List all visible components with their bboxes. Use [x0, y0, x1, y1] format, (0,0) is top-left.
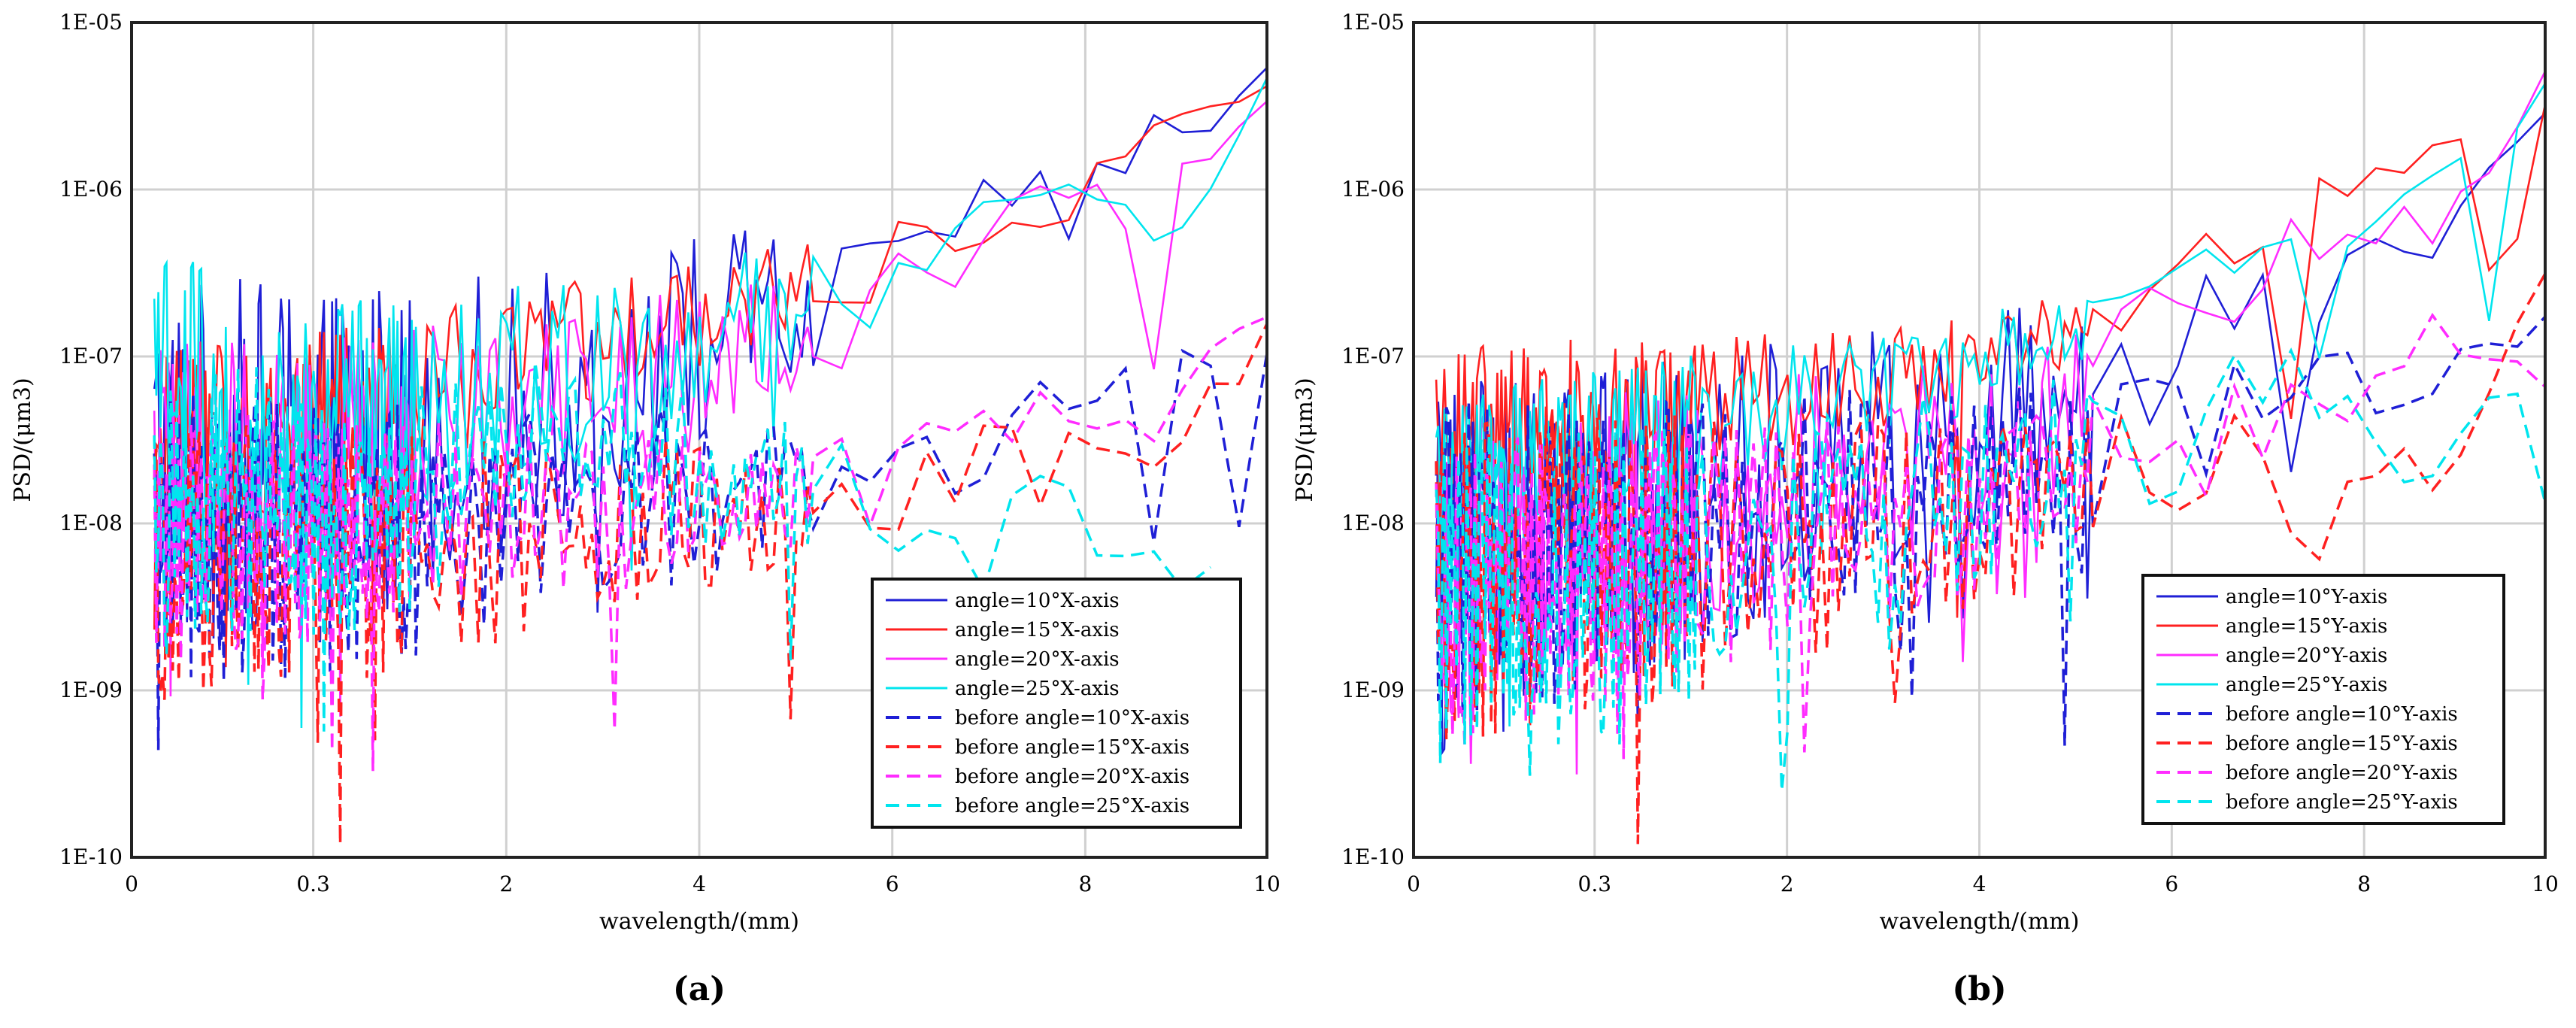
legend-entry: angle=15°Y-axis	[2226, 615, 2387, 638]
x-tick-label: 4	[692, 872, 706, 896]
legend-entry: before angle=25°X-axis	[955, 795, 1190, 817]
y-tick-label: 1E-08	[59, 511, 123, 535]
x-tick-label: 0	[125, 872, 138, 896]
legend-entry: before angle=10°Y-axis	[2226, 703, 2458, 726]
y-tick-label: 1E-09	[59, 678, 123, 702]
legend-entry: before angle=15°Y-axis	[2226, 732, 2458, 755]
legend: angle=10°X-axis angle=15°X-axis angle=20°X…	[871, 578, 1242, 829]
x-tick-label: 10	[2532, 872, 2559, 896]
x-tick-label: 0.3	[1578, 872, 1612, 896]
series-line	[153, 361, 1212, 732]
legend-box	[2141, 574, 2505, 825]
series-line	[153, 315, 1267, 772]
legend-entry: angle=10°X-axis	[955, 590, 1120, 612]
plot-frame	[1412, 21, 2547, 859]
y-tick-label: 1E-06	[1341, 177, 1405, 202]
x-tick-label: 6	[886, 872, 899, 896]
legend-entry: angle=20°Y-axis	[2226, 644, 2387, 667]
x-tick-label: 10	[1253, 872, 1280, 896]
series-group	[153, 66, 1267, 845]
y-tick-label: 1E-07	[59, 344, 123, 368]
y-tick-label: 1E-08	[1341, 511, 1405, 535]
legend: angle=10°Y-axis angle=15°Y-axis angle=20°Y…	[2141, 574, 2505, 825]
y-tick-label: 1E-05	[59, 10, 123, 35]
y-axis-label: PSD/(μm3)	[1292, 378, 1318, 502]
x-tick-label: 0	[1407, 872, 1420, 896]
y-axis-label: PSD/(μm3)	[10, 378, 36, 502]
x-axis-label: wavelength/(mm)	[599, 908, 799, 935]
legend-entry: angle=25°Y-axis	[2226, 674, 2387, 696]
plot-frame	[130, 21, 1268, 859]
series-line	[1435, 101, 2545, 681]
x-axis-label: wavelength/(mm)	[1880, 908, 2080, 935]
panel-b: 0 0.3 2 4 6 8 10 1E-10 1E-09 1E-08 1E-07 1E-06 1E-05…	[1292, 10, 2559, 1008]
legend-entry: before angle=20°Y-axis	[2226, 762, 2458, 784]
x-tick-label: 2	[1780, 872, 1794, 896]
y-tick-label: 1E-07	[1341, 344, 1405, 368]
legend-entry: angle=20°X-axis	[955, 648, 1120, 671]
legend-entry: before angle=20°X-axis	[955, 766, 1190, 788]
y-tick-label: 1E-10	[1341, 845, 1405, 869]
y-tick-label: 1E-09	[1341, 678, 1405, 702]
legend-entry: angle=15°X-axis	[955, 619, 1120, 641]
legend-entry: angle=10°Y-axis	[2226, 586, 2387, 608]
x-tick-label: 8	[1078, 872, 1092, 896]
series-line	[1435, 81, 2545, 727]
x-tick-label: 6	[2165, 872, 2178, 896]
series-group	[1435, 69, 2545, 845]
x-tick-label: 4	[1973, 872, 1987, 896]
x-tick-label: 0.3	[296, 872, 330, 896]
legend-box	[871, 578, 1242, 829]
panel-a: 0 0.3 2 4 6 8 10 1E-10 1E-09 1E-08 1E-07 1E-06 1E-05…	[10, 10, 1280, 1008]
legend-entry: angle=25°X-axis	[955, 678, 1120, 700]
y-tick-label: 1E-05	[1341, 10, 1405, 35]
series-line	[1435, 347, 2545, 791]
legend-entry: before angle=15°X-axis	[955, 736, 1190, 759]
legend-entry: before angle=10°X-axis	[955, 707, 1190, 729]
y-tick-label: 1E-06	[59, 177, 123, 202]
y-tick-label: 1E-10	[59, 845, 123, 869]
legend-entry: before angle=25°Y-axis	[2226, 791, 2458, 814]
panel-label: (b)	[1952, 970, 2006, 1008]
x-tick-label: 8	[2357, 872, 2371, 896]
panel-label: (a)	[673, 970, 726, 1008]
x-tick-label: 2	[499, 872, 513, 896]
